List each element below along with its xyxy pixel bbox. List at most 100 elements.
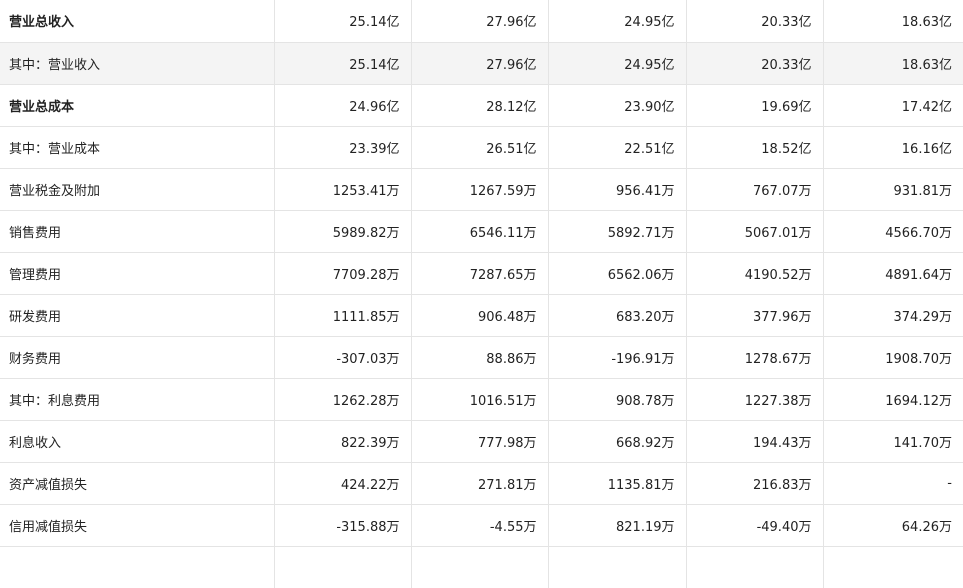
value-cell: 956.41万 bbox=[548, 168, 687, 211]
value-cell: 1262.28万 bbox=[274, 378, 412, 421]
value-cell: 4891.64万 bbox=[823, 252, 963, 295]
table-row: 研发费用 1111.85万 906.48万 683.20万 377.96万 374.29万 bbox=[0, 294, 963, 337]
table-row: 信用减值损失 -315.88万 -4.55万 821.19万 -49.40万 64.26万 bbox=[0, 504, 963, 547]
value-cell: -49.40万 bbox=[686, 504, 824, 547]
value-cell: 821.19万 bbox=[548, 504, 687, 547]
value-cell: 216.83万 bbox=[686, 462, 824, 505]
value-cell: 23.39亿 bbox=[274, 126, 412, 169]
empty-cell bbox=[0, 546, 275, 588]
table-row: 营业总成本 24.96亿 28.12亿 23.90亿 19.69亿 17.42亿 bbox=[0, 84, 963, 127]
row-label: 其中：营业收入 bbox=[0, 42, 275, 85]
empty-cell bbox=[411, 546, 549, 588]
empty-cell bbox=[823, 546, 963, 588]
table-row: 利息收入 822.39万 777.98万 668.92万 194.43万 141.70万 bbox=[0, 420, 963, 463]
value-cell: 23.90亿 bbox=[548, 84, 687, 127]
value-cell: 767.07万 bbox=[686, 168, 824, 211]
row-label: 其中：营业成本 bbox=[0, 126, 275, 169]
row-label: 财务费用 bbox=[0, 336, 275, 379]
value-cell: 17.42亿 bbox=[823, 84, 963, 127]
value-cell: -4.55万 bbox=[411, 504, 549, 547]
value-cell: 25.14亿 bbox=[274, 0, 412, 43]
table-row: 管理费用 7709.28万 7287.65万 6562.06万 4190.52万 4891… bbox=[0, 252, 963, 295]
row-label: 营业税金及附加 bbox=[0, 168, 275, 211]
value-cell: 1694.12万 bbox=[823, 378, 963, 421]
value-cell: 64.26万 bbox=[823, 504, 963, 547]
table-row: 其中：营业成本 23.39亿 26.51亿 22.51亿 18.52亿 16.16亿 bbox=[0, 126, 963, 169]
value-cell: 1253.41万 bbox=[274, 168, 412, 211]
table-row: 其中：利息费用 1262.28万 1016.51万 908.78万 1227.38万 16… bbox=[0, 378, 963, 421]
value-cell: 24.95亿 bbox=[548, 42, 687, 85]
value-cell: 18.52亿 bbox=[686, 126, 824, 169]
value-cell: 906.48万 bbox=[411, 294, 549, 337]
value-cell: 668.92万 bbox=[548, 420, 687, 463]
table-row: 营业税金及附加 1253.41万 1267.59万 956.41万 767.07万 931… bbox=[0, 168, 963, 211]
row-label: 利息收入 bbox=[0, 420, 275, 463]
value-cell: 5989.82万 bbox=[274, 210, 412, 253]
value-cell: -315.88万 bbox=[274, 504, 412, 547]
value-cell: 6546.11万 bbox=[411, 210, 549, 253]
value-cell: -307.03万 bbox=[274, 336, 412, 379]
value-cell: 1908.70万 bbox=[823, 336, 963, 379]
value-cell: 374.29万 bbox=[823, 294, 963, 337]
value-cell: 5892.71万 bbox=[548, 210, 687, 253]
row-label: 销售费用 bbox=[0, 210, 275, 253]
row-label: 研发费用 bbox=[0, 294, 275, 337]
value-cell: 683.20万 bbox=[548, 294, 687, 337]
value-cell: 19.69亿 bbox=[686, 84, 824, 127]
value-cell: 1135.81万 bbox=[548, 462, 687, 505]
value-cell: 1267.59万 bbox=[411, 168, 549, 211]
empty-cell bbox=[686, 546, 824, 588]
value-cell: 1111.85万 bbox=[274, 294, 412, 337]
value-cell: 271.81万 bbox=[411, 462, 549, 505]
value-cell: 26.51亿 bbox=[411, 126, 549, 169]
value-cell: 908.78万 bbox=[548, 378, 687, 421]
value-cell: 777.98万 bbox=[411, 420, 549, 463]
value-cell: 22.51亿 bbox=[548, 126, 687, 169]
table-row: 财务费用 -307.03万 88.86万 -196.91万 1278.67万 1908.7… bbox=[0, 336, 963, 379]
value-cell: 18.63亿 bbox=[823, 42, 963, 85]
value-cell: 1016.51万 bbox=[411, 378, 549, 421]
value-cell: - bbox=[823, 462, 963, 505]
value-cell: 377.96万 bbox=[686, 294, 824, 337]
empty-cell bbox=[548, 546, 687, 588]
table-row: 其中：营业收入 25.14亿 27.96亿 24.95亿 20.33亿 18.63亿 bbox=[0, 42, 963, 85]
value-cell: -196.91万 bbox=[548, 336, 687, 379]
row-label: 管理费用 bbox=[0, 252, 275, 295]
value-cell: 4190.52万 bbox=[686, 252, 824, 295]
value-cell: 424.22万 bbox=[274, 462, 412, 505]
value-cell: 88.86万 bbox=[411, 336, 549, 379]
value-cell: 20.33亿 bbox=[686, 0, 824, 43]
row-label: 信用减值损失 bbox=[0, 504, 275, 547]
value-cell: 27.96亿 bbox=[411, 42, 549, 85]
value-cell: 1278.67万 bbox=[686, 336, 824, 379]
value-cell: 7287.65万 bbox=[411, 252, 549, 295]
row-label: 其中：利息费用 bbox=[0, 378, 275, 421]
value-cell: 25.14亿 bbox=[274, 42, 412, 85]
value-cell: 27.96亿 bbox=[411, 0, 549, 43]
table-row: 销售费用 5989.82万 6546.11万 5892.71万 5067.01万 4566… bbox=[0, 210, 963, 253]
value-cell: 7709.28万 bbox=[274, 252, 412, 295]
value-cell: 822.39万 bbox=[274, 420, 412, 463]
value-cell: 931.81万 bbox=[823, 168, 963, 211]
value-cell: 18.63亿 bbox=[823, 0, 963, 43]
value-cell: 6562.06万 bbox=[548, 252, 687, 295]
row-label: 资产减值损失 bbox=[0, 462, 275, 505]
table-row-partial bbox=[0, 546, 963, 588]
value-cell: 20.33亿 bbox=[686, 42, 824, 85]
value-cell: 4566.70万 bbox=[823, 210, 963, 253]
value-cell: 141.70万 bbox=[823, 420, 963, 463]
value-cell: 24.95亿 bbox=[548, 0, 687, 43]
table-row: 营业总收入 25.14亿 27.96亿 24.95亿 20.33亿 18.63亿 bbox=[0, 0, 963, 43]
value-cell: 16.16亿 bbox=[823, 126, 963, 169]
value-cell: 1227.38万 bbox=[686, 378, 824, 421]
value-cell: 5067.01万 bbox=[686, 210, 824, 253]
row-label: 营业总成本 bbox=[0, 84, 275, 127]
value-cell: 28.12亿 bbox=[411, 84, 549, 127]
row-label: 营业总收入 bbox=[0, 0, 275, 43]
value-cell: 24.96亿 bbox=[274, 84, 412, 127]
table-row: 资产减值损失 424.22万 271.81万 1135.81万 216.83万 - bbox=[0, 462, 963, 505]
value-cell: 194.43万 bbox=[686, 420, 824, 463]
empty-cell bbox=[274, 546, 412, 588]
